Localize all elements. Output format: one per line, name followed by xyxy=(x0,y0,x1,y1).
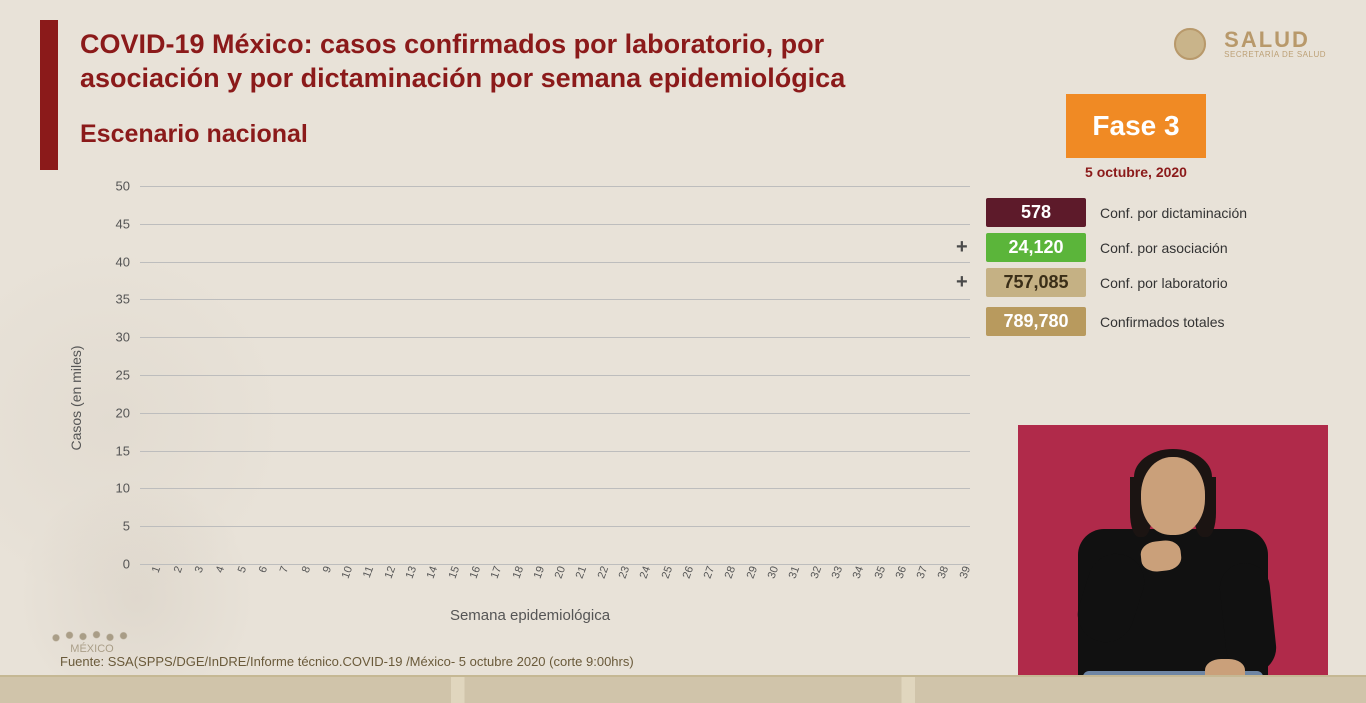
chart-x-tick: 26 xyxy=(681,565,696,581)
chart-gridline xyxy=(140,224,970,225)
stat-row: +24,120Conf. por asociación xyxy=(986,233,1306,262)
chart-gridline xyxy=(140,337,970,338)
chart-y-tick: 5 xyxy=(123,519,130,534)
phase-badge: Fase 3 xyxy=(1066,94,1206,158)
chart-y-tick: 25 xyxy=(116,368,130,383)
chart-plot-area: 1234567891011121314151617181920212223242… xyxy=(140,186,970,564)
chart-y-tick: 15 xyxy=(116,443,130,458)
chart-x-tick: 32 xyxy=(808,565,823,581)
chart-x-tick: 2 xyxy=(172,565,185,575)
chart-x-tick: 14 xyxy=(425,565,440,581)
chart-x-tick: 16 xyxy=(468,565,483,581)
chart-x-tick: 37 xyxy=(915,565,930,581)
chart-x-tick: 29 xyxy=(744,565,759,581)
chart-gridline xyxy=(140,299,970,300)
chart-x-tick: 38 xyxy=(936,565,951,581)
chart-x-tick: 13 xyxy=(404,565,419,581)
gobierno-logo: MÉXICO xyxy=(32,609,152,655)
logo-sublabel: SECRETARÍA DE SALUD xyxy=(1224,51,1326,59)
chart-gridline xyxy=(140,488,970,489)
chart-x-tick: 25 xyxy=(659,565,674,581)
chart-y-tick: 20 xyxy=(116,405,130,420)
stat-label: Conf. por laboratorio xyxy=(1100,275,1228,291)
chart-x-tick: 11 xyxy=(361,565,376,580)
chart-y-tick: 35 xyxy=(116,292,130,307)
chart-x-tick: 17 xyxy=(489,565,504,581)
gobierno-figures-icon xyxy=(47,617,137,643)
sign-language-inset xyxy=(1018,425,1328,675)
chart-x-tick: 35 xyxy=(872,565,887,581)
stat-row: 789,780 Confirmados totales xyxy=(986,307,1306,336)
title-line-1: COVID-19 México: casos confirmados por l… xyxy=(80,29,824,59)
stat-row: +757,085Conf. por laboratorio xyxy=(986,268,1306,297)
stat-row: 578 Conf. por dictaminación xyxy=(986,198,1306,227)
stat-label: Conf. por asociación xyxy=(1100,240,1228,256)
chart-gridline xyxy=(140,526,970,527)
stat-value-badge: 789,780 xyxy=(986,307,1086,336)
chart-x-tick: 30 xyxy=(766,565,781,581)
chart-x-tick: 23 xyxy=(617,565,632,581)
chart-x-tick: 21 xyxy=(574,565,589,581)
chart-x-tick: 36 xyxy=(894,565,909,581)
page-subtitle: Escenario nacional xyxy=(80,120,1000,149)
chart-x-tick: 10 xyxy=(340,565,355,581)
chart-y-tick: 50 xyxy=(116,179,130,194)
chart-x-tick: 1 xyxy=(150,565,163,575)
chart-x-tick: 22 xyxy=(595,565,610,581)
chart-x-tick: 31 xyxy=(787,565,802,581)
chart-x-tick: 28 xyxy=(723,565,738,581)
chart-y-tick: 30 xyxy=(116,330,130,345)
chart-gridline xyxy=(140,186,970,187)
chart-x-tick: 33 xyxy=(830,565,845,581)
page-title: COVID-19 México: casos confirmados por l… xyxy=(80,28,1000,96)
chart-gridline xyxy=(140,262,970,263)
chart-y-tick: 10 xyxy=(116,481,130,496)
chart-x-tick: 27 xyxy=(702,565,717,581)
chart-gridline xyxy=(140,451,970,452)
chart-x-tick: 24 xyxy=(638,565,653,581)
chart-y-tick: 40 xyxy=(116,254,130,269)
chart-container: Casos (en miles) 12345678910111213141516… xyxy=(80,178,980,618)
stat-label: Conf. por dictaminación xyxy=(1100,205,1247,221)
gov-seal-icon xyxy=(1166,20,1214,68)
chart-x-tick: 9 xyxy=(321,565,334,575)
chart-x-tick: 39 xyxy=(957,565,972,581)
chart-gridline xyxy=(140,413,970,414)
chart-x-tick: 15 xyxy=(446,565,461,581)
salud-logo: SALUD SECRETARÍA DE SALUD xyxy=(1166,20,1326,68)
chart-x-tick: 8 xyxy=(299,565,312,575)
chart-x-tick: 12 xyxy=(382,565,397,581)
interpreter-figure xyxy=(1063,445,1283,675)
chart-x-tick: 4 xyxy=(214,565,227,575)
source-footer: Fuente: SSA(SPPS/DGE/InDRE/Informe técni… xyxy=(60,654,634,669)
title-line-2: asociación y por dictaminación por seman… xyxy=(80,63,845,93)
logo-label: SALUD xyxy=(1224,29,1326,51)
stats-column: 578Conf. por dictaminación+24,120Conf. p… xyxy=(986,198,1306,342)
stat-label: Confirmados totales xyxy=(1100,314,1225,330)
footer-pattern xyxy=(0,675,1366,703)
stat-value-badge: 24,120 xyxy=(986,233,1086,262)
stat-value-badge: 578 xyxy=(986,198,1086,227)
chart-x-tick: 5 xyxy=(235,565,248,575)
phase-date: 5 octubre, 2020 xyxy=(1066,164,1206,180)
chart-gridline xyxy=(140,564,970,565)
chart-y-label: Casos (en miles) xyxy=(68,345,84,450)
title-accent-stripe xyxy=(40,20,58,170)
chart-x-tick: 20 xyxy=(553,565,568,581)
chart-x-tick: 18 xyxy=(510,565,525,581)
chart-gridline xyxy=(140,375,970,376)
title-block: COVID-19 México: casos confirmados por l… xyxy=(80,28,1000,149)
chart-x-tick: 6 xyxy=(257,565,270,575)
chart-y-tick: 0 xyxy=(123,557,130,572)
chart-x-tick: 7 xyxy=(278,565,291,575)
chart-y-tick: 45 xyxy=(116,216,130,231)
chart-x-tick: 3 xyxy=(193,565,206,575)
stat-value-badge: 757,085 xyxy=(986,268,1086,297)
chart-x-tick: 34 xyxy=(851,565,866,581)
chart-x-tick: 19 xyxy=(531,565,546,581)
chart-x-label: Semana epidemiológica xyxy=(450,607,610,624)
